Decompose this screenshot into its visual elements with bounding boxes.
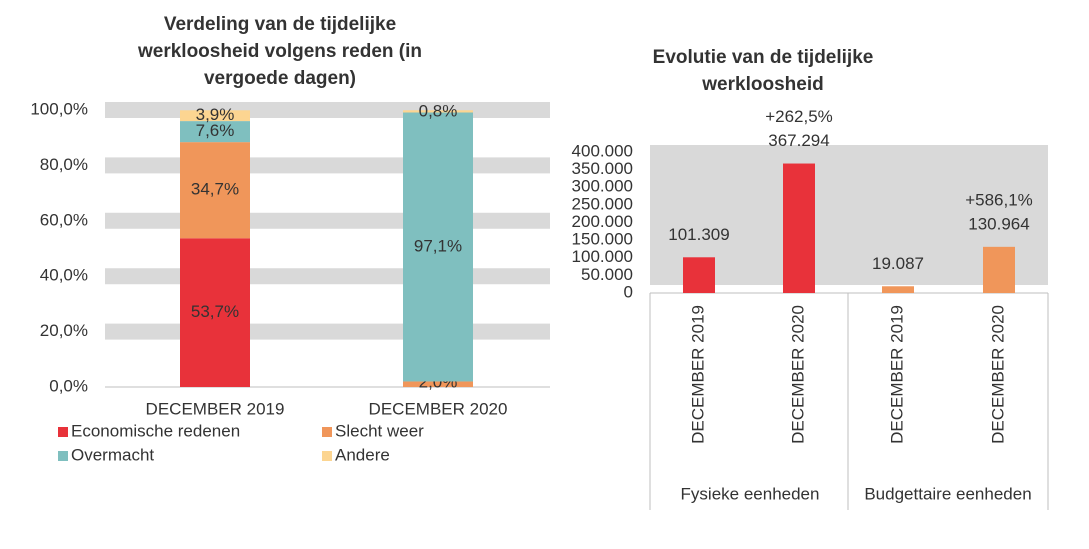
data-label: 97,1%: [414, 236, 462, 255]
data-label: 53,7%: [191, 302, 239, 321]
data-label: 367.294: [768, 131, 829, 150]
bar-segment: [403, 110, 473, 113]
legend-swatch: [322, 451, 332, 461]
data-label: 19.087: [872, 254, 924, 273]
change-label: +262,5%: [765, 107, 833, 126]
x-tick-label: DECEMBER 2019: [887, 305, 906, 444]
bar-segment: [403, 381, 473, 387]
y-tick-label: 200.000: [572, 212, 633, 231]
legend-label: Overmacht: [71, 445, 154, 464]
bar-segment: [180, 110, 250, 122]
y-tick-label: 150.000: [572, 230, 633, 249]
x-tick-label: DECEMBER 2020: [988, 305, 1007, 444]
bar-segment: [180, 121, 250, 143]
chart-title: Verdeling van de tijdelijke: [164, 14, 396, 35]
legend-swatch: [58, 427, 68, 437]
y-tick-label: 250.000: [572, 194, 633, 213]
bar: [683, 257, 715, 293]
data-label: 0,8%: [419, 101, 458, 120]
bar: [983, 246, 1015, 293]
legend-label: Slecht weer: [335, 421, 424, 440]
x-tick-label: DECEMBER 2020: [369, 399, 508, 418]
chart-title: vergoede dagen): [204, 68, 356, 89]
y-tick-label: 80,0%: [40, 155, 88, 174]
plot-background: [650, 145, 1048, 285]
group-label: Fysieke eenheden: [681, 484, 820, 503]
data-label: 34,7%: [191, 180, 239, 199]
data-label: 101.309: [668, 225, 729, 244]
chart-title: werkloosheid: [701, 74, 823, 95]
data-label: 7,6%: [196, 121, 235, 140]
legend-label: Andere: [335, 445, 390, 464]
bar-segment: [180, 238, 250, 387]
y-tick-label: 60,0%: [40, 210, 88, 229]
y-tick-label: 50.000: [581, 265, 633, 284]
legend-swatch: [322, 427, 332, 437]
x-tick-label: DECEMBER 2020: [788, 305, 807, 444]
legend-swatch: [58, 451, 68, 461]
x-tick-label: DECEMBER 2019: [688, 305, 707, 444]
y-tick-label: 350.000: [572, 159, 633, 178]
bar: [882, 286, 914, 293]
y-tick-label: 0: [624, 282, 633, 301]
x-tick-label: DECEMBER 2019: [146, 399, 285, 418]
data-label: 130.964: [968, 214, 1029, 233]
y-tick-label: 20,0%: [40, 321, 88, 340]
y-tick-label: 0,0%: [49, 376, 88, 395]
y-tick-label: 400.000: [572, 141, 633, 160]
y-tick-label: 100,0%: [30, 99, 88, 118]
y-tick-label: 300.000: [572, 177, 633, 196]
y-tick-label: 100.000: [572, 247, 633, 266]
y-tick-label: 40,0%: [40, 266, 88, 285]
change-label: +586,1%: [965, 190, 1033, 209]
chart-title: Evolutie van de tijdelijke: [653, 47, 874, 68]
data-label: 3,9%: [196, 105, 235, 124]
bar: [783, 163, 815, 293]
chart-title: werkloosheid volgens reden (in: [137, 41, 422, 62]
bar-segment: [403, 112, 473, 382]
group-label: Budgettaire eenheden: [864, 484, 1031, 503]
legend-label: Economische redenen: [71, 421, 240, 440]
bar-segment: [180, 142, 250, 239]
